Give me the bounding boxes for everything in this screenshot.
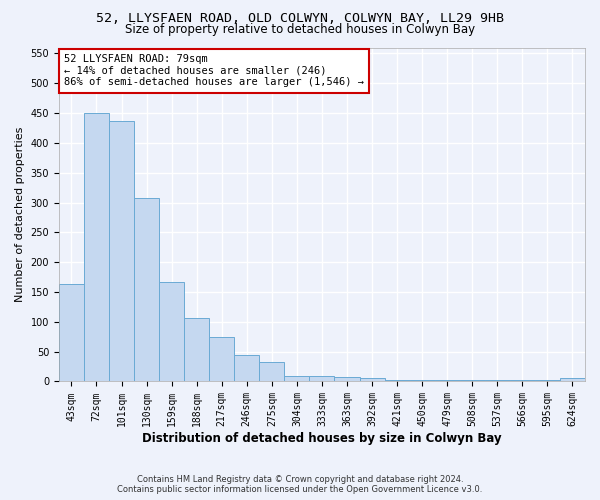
Bar: [535, 380, 560, 382]
Bar: [84, 113, 109, 382]
X-axis label: Distribution of detached houses by size in Colwyn Bay: Distribution of detached houses by size …: [142, 432, 502, 445]
Bar: [385, 380, 410, 382]
Text: Contains public sector information licensed under the Open Government Licence v3: Contains public sector information licen…: [118, 485, 482, 494]
Bar: [359, 378, 385, 382]
Bar: [259, 362, 284, 382]
Bar: [159, 282, 184, 382]
Text: Size of property relative to detached houses in Colwyn Bay: Size of property relative to detached ho…: [125, 22, 475, 36]
Bar: [234, 354, 259, 382]
Y-axis label: Number of detached properties: Number of detached properties: [15, 127, 25, 302]
Bar: [310, 376, 334, 382]
Bar: [59, 284, 84, 382]
Bar: [109, 121, 134, 382]
Bar: [410, 380, 434, 382]
Bar: [184, 318, 209, 382]
Bar: [284, 376, 310, 382]
Bar: [209, 336, 234, 382]
Text: 52, LLYSFAEN ROAD, OLD COLWYN, COLWYN BAY, LL29 9HB: 52, LLYSFAEN ROAD, OLD COLWYN, COLWYN BA…: [96, 12, 504, 26]
Bar: [460, 380, 485, 382]
Bar: [560, 378, 585, 382]
Bar: [485, 380, 510, 382]
Bar: [334, 376, 359, 382]
Text: Contains HM Land Registry data © Crown copyright and database right 2024.: Contains HM Land Registry data © Crown c…: [137, 475, 463, 484]
Text: 52 LLYSFAEN ROAD: 79sqm
← 14% of detached houses are smaller (246)
86% of semi-d: 52 LLYSFAEN ROAD: 79sqm ← 14% of detache…: [64, 54, 364, 88]
Bar: [134, 198, 159, 382]
Bar: [510, 380, 535, 382]
Bar: [434, 380, 460, 382]
